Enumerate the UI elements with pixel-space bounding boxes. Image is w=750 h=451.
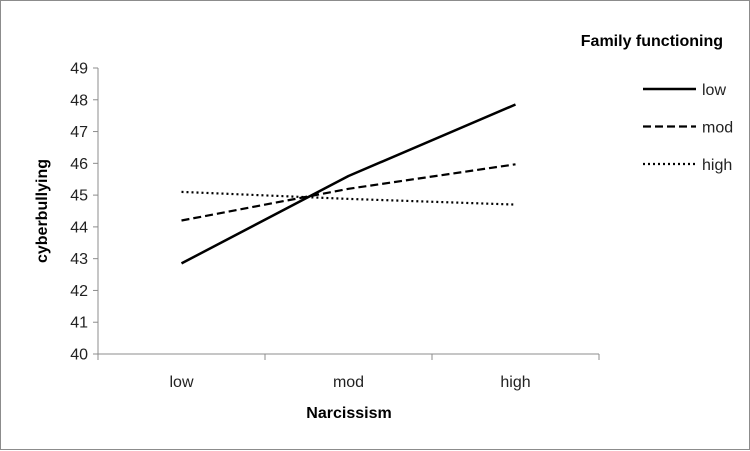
y-axis-title: cyberbullying (34, 159, 51, 263)
legend-label-high: high (702, 157, 732, 174)
y-tick-label: 44 (70, 219, 88, 236)
legend-title: Family functioning (581, 33, 723, 50)
y-tick-label: 47 (70, 124, 88, 141)
y-tick-label: 49 (70, 61, 88, 78)
series-line-high (181, 190, 516, 206)
y-tick-label: 41 (70, 315, 88, 332)
y-tick-label: 46 (70, 156, 88, 173)
legend-layer: Family functioning low mod high (581, 33, 733, 174)
y-tick-label: 43 (70, 251, 88, 268)
y-tick-label: 42 (70, 283, 88, 300)
x-tick-label: high (500, 374, 530, 391)
y-tick-label: 48 (70, 92, 88, 109)
series-layer (180, 103, 516, 265)
y-tick-label: 40 (70, 347, 88, 364)
axes-layer: 40 41 42 43 44 45 46 47 48 49 low mod high (70, 61, 600, 391)
legend-label-low: low (702, 82, 726, 99)
x-tick-label: low (169, 374, 193, 391)
legend-label-mod: mod (702, 120, 733, 137)
x-axis-title: Narcissism (306, 405, 391, 422)
x-tick-label: mod (333, 374, 364, 391)
y-tick-label: 45 (70, 188, 88, 205)
series-line-low (180, 103, 516, 265)
series-line-mod (181, 163, 516, 222)
